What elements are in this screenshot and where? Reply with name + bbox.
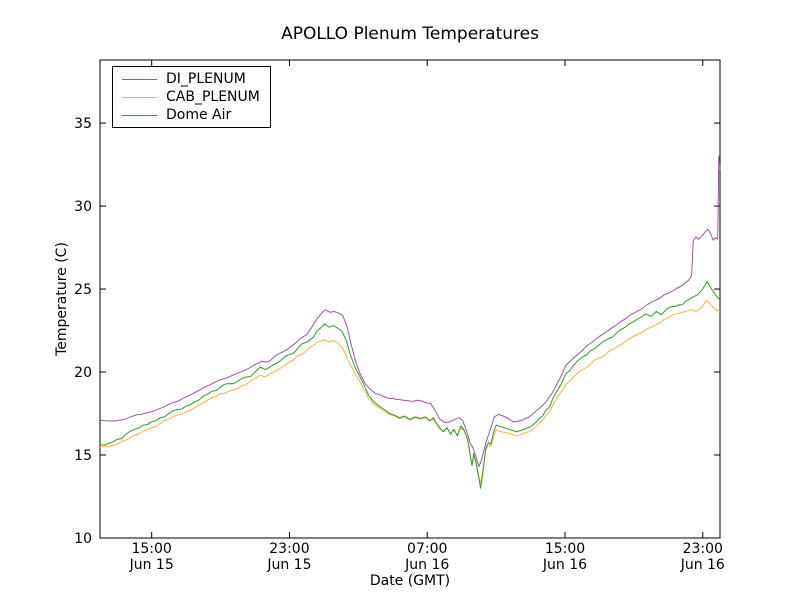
y-tick-label: 10	[74, 531, 92, 547]
x-tick-label-time: 23:00	[683, 541, 723, 557]
x-tick-label-time: 15:00	[545, 541, 585, 557]
x-tick-label-time: 15:00	[131, 541, 171, 557]
legend-label: CAB_PLENUM	[166, 89, 260, 105]
x-tick-label-date: Jun 15	[266, 557, 311, 573]
series-line-dome-air	[99, 281, 721, 489]
y-tick-label: 25	[74, 282, 92, 298]
y-tick-label: 35	[74, 116, 92, 132]
legend-label: Dome Air	[166, 107, 232, 123]
y-tick-label: 30	[74, 199, 92, 215]
legend-line-dome-air	[122, 114, 157, 116]
x-axis-label: Date (GMT)	[369, 573, 451, 589]
legend-item-dome-air: Dome Air	[122, 108, 260, 122]
x-tick-label-date: Jun 16	[404, 557, 449, 573]
y-tick-label: 20	[74, 365, 92, 381]
x-tick-label-date: Jun 15	[129, 557, 174, 573]
x-tick-label-time: 23:00	[269, 541, 309, 557]
x-tick-label-date: Jun 16	[680, 557, 725, 573]
plot-border	[99, 59, 721, 539]
legend-label: DI_PLENUM	[166, 71, 246, 87]
chart-title: APOLLO Plenum Temperatures	[281, 24, 539, 44]
x-tick-label-time: 07:00	[407, 541, 447, 557]
series-line-cab-plenum	[99, 300, 721, 484]
legend-line-di-plenum	[122, 78, 157, 80]
x-tick-label-date: Jun 16	[542, 557, 587, 573]
y-tick-label: 15	[74, 448, 92, 464]
legend-item-cab-plenum: CAB_PLENUM	[122, 90, 260, 104]
series-line-di-plenum	[99, 155, 721, 468]
y-axis-label: Temperature (C)	[54, 242, 70, 356]
legend-item-di-plenum: DI_PLENUM	[122, 72, 260, 86]
legend: DI_PLENUM CAB_PLENUM Dome Air	[112, 66, 271, 128]
legend-line-cab-plenum	[122, 96, 157, 98]
